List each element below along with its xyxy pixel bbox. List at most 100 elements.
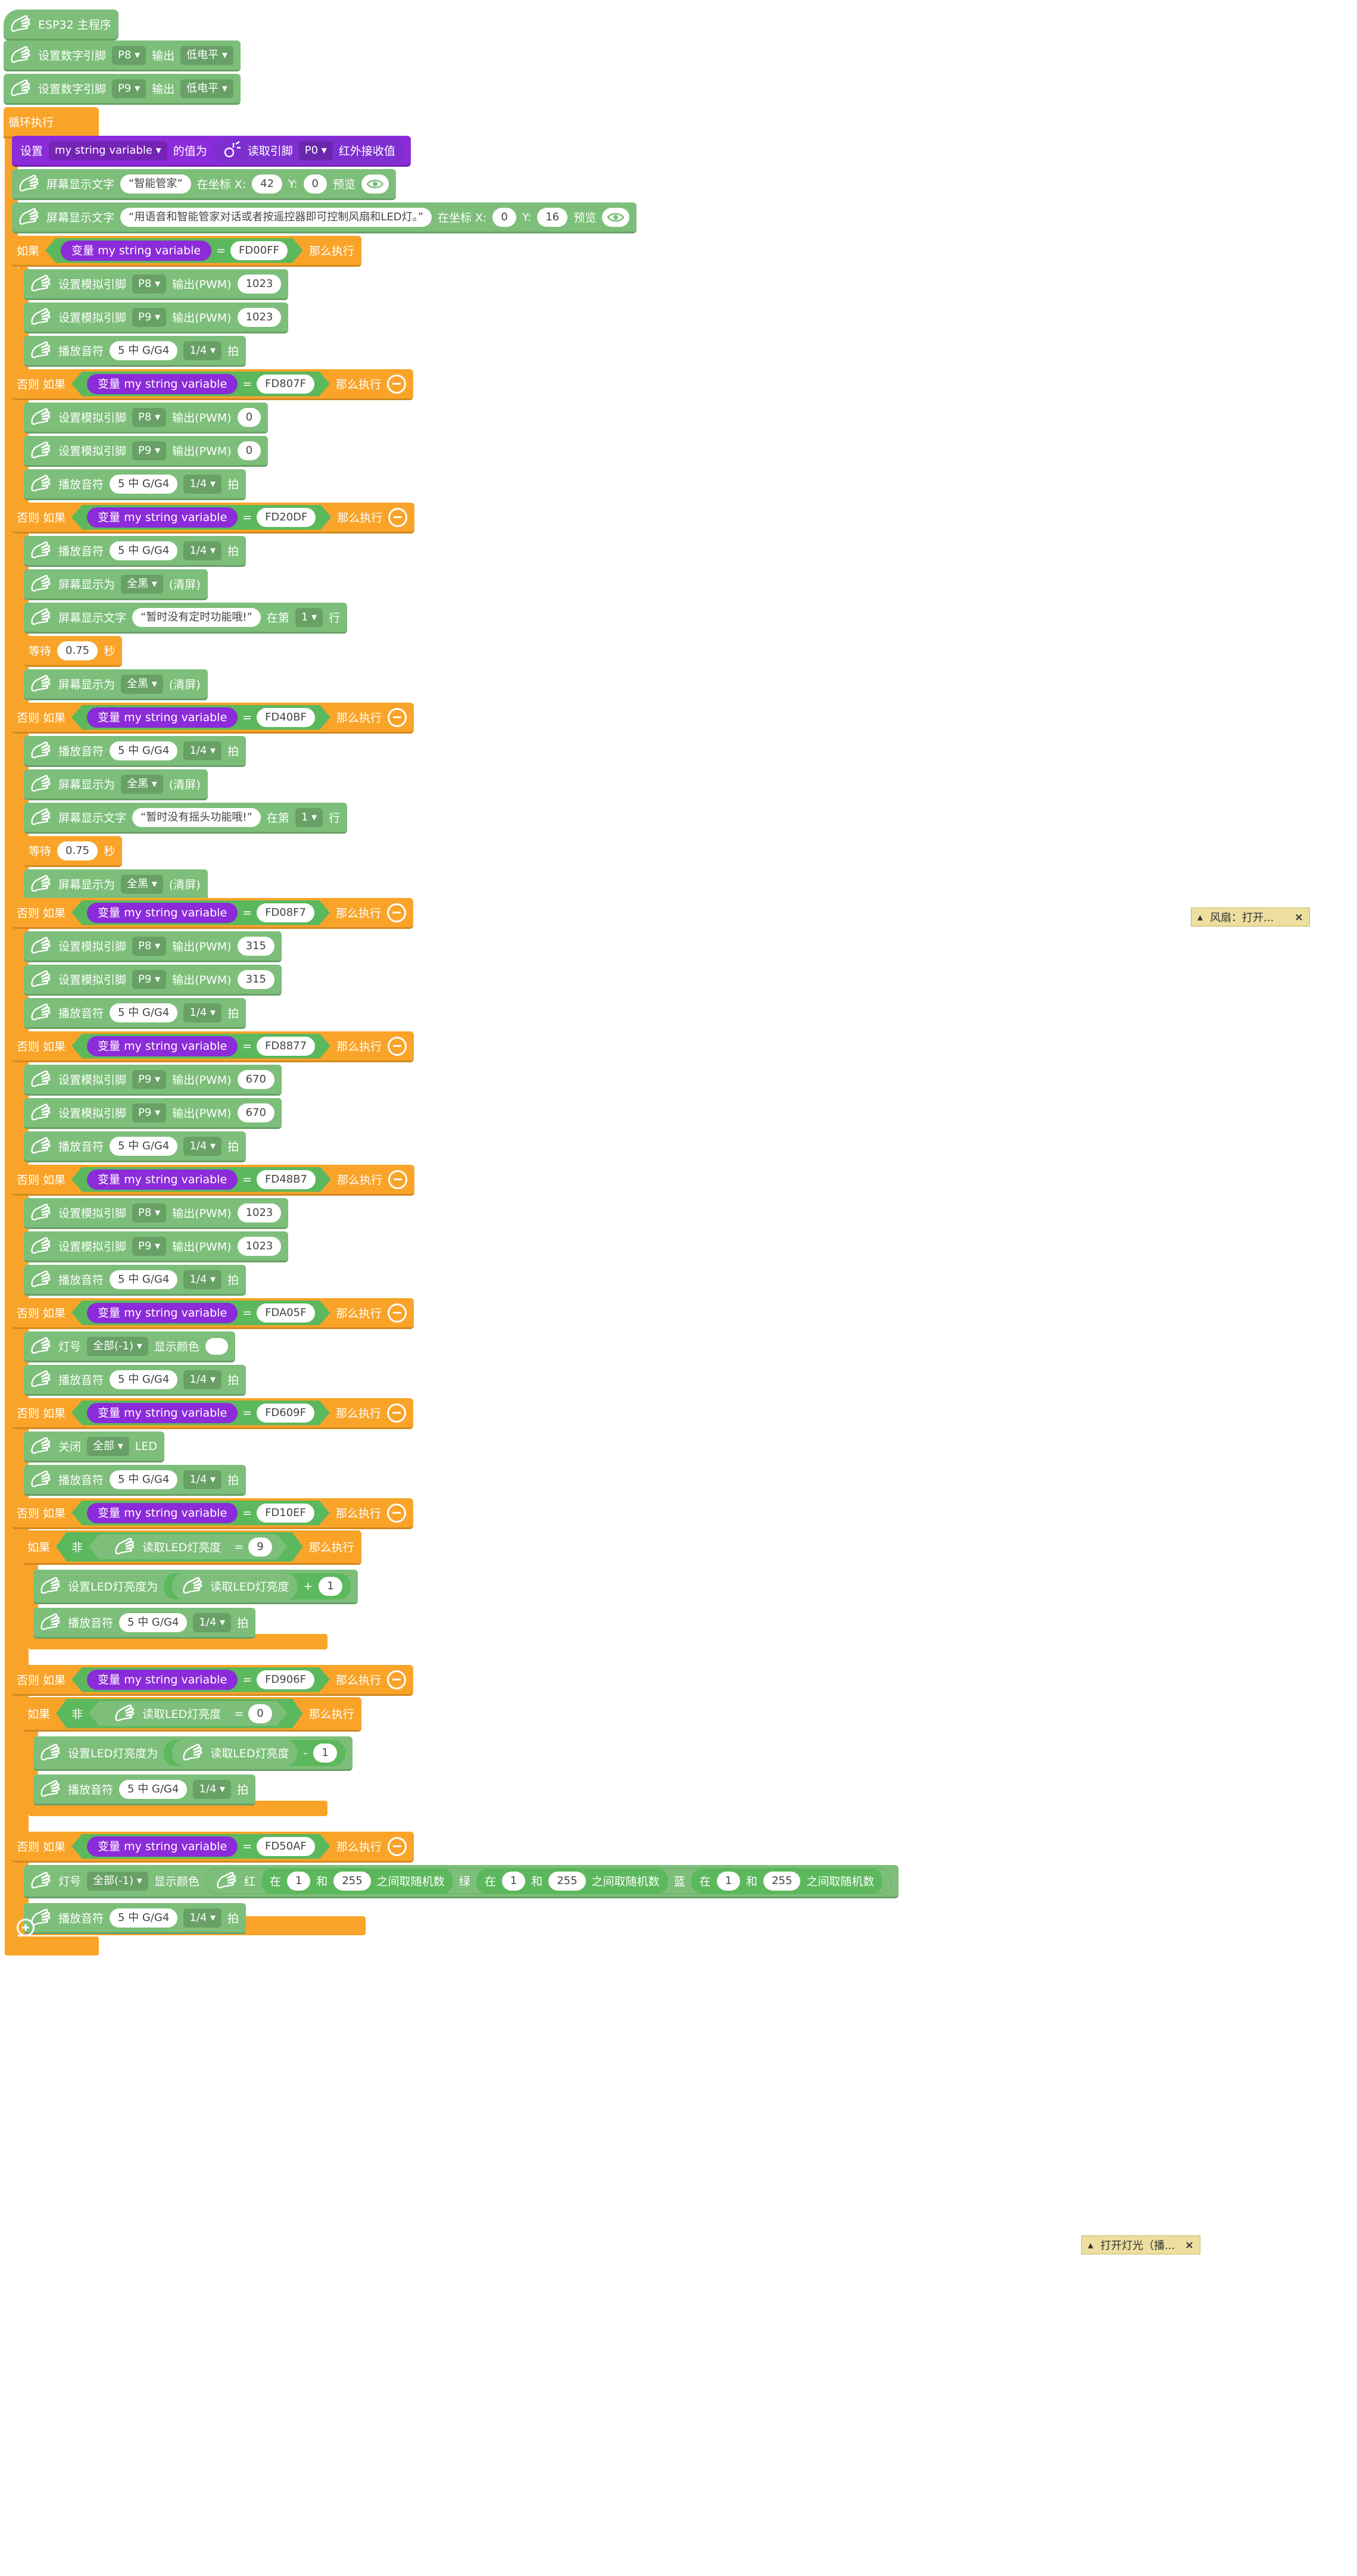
beat-dropdown[interactable]: 1/4 ▾ — [183, 541, 222, 560]
minus-circle-icon[interactable] — [387, 374, 407, 394]
equals-condition[interactable]: 变量 my string variable = FD48B7 — [71, 1167, 331, 1192]
note-input[interactable]: 5 中 G/G4 — [110, 1370, 178, 1389]
note-input[interactable]: 5 中 G/G4 — [110, 474, 178, 494]
variable-reporter[interactable]: 变量 my string variable — [87, 1036, 238, 1056]
value-input[interactable]: FD08F7 — [257, 903, 314, 922]
pin-dropdown[interactable]: P9 ▾ — [132, 1069, 167, 1089]
equals-condition[interactable]: 变量 my string variable = FD10EF — [71, 1501, 330, 1526]
x-input[interactable]: 42 — [252, 174, 283, 194]
random-blue-reporter[interactable]: 在 1 和 255 之间取随机数 — [691, 1867, 883, 1894]
value-input[interactable]: 0 — [248, 1704, 272, 1723]
screen-clear-block[interactable]: 屏幕显示为 全黑 ▾ (清屏) — [24, 869, 208, 900]
note-input[interactable]: 5 中 G/G4 — [110, 341, 178, 360]
else-if-block[interactable]: 否则 如果 变量 my string variable = FDA05F 那么执… — [12, 1298, 414, 1329]
max-input[interactable]: 255 — [763, 1871, 801, 1891]
read-led-brightness-reporter[interactable]: 读取LED灯亮度 — [172, 1573, 298, 1599]
note-input[interactable]: 5 中 G/G4 — [110, 741, 178, 760]
eye-icon[interactable] — [602, 207, 630, 227]
pin-dropdown[interactable]: P9 ▾ — [132, 307, 167, 327]
minus-circle-icon[interactable] — [387, 1303, 407, 1323]
equals-condition[interactable]: 读取LED灯亮度 = 0 — [89, 1701, 288, 1726]
equals-condition[interactable]: 变量 my string variable = FD50AF — [71, 1834, 330, 1859]
play-note-block[interactable]: 播放音符 5 中 G/G4 1/4 ▾ 拍 — [24, 1465, 247, 1496]
else-if-block[interactable]: 否则 如果 变量 my string variable = FD8877 那么执… — [12, 1031, 414, 1062]
x-input[interactable]: 0 — [492, 207, 516, 227]
add-operator[interactable]: 读取LED灯亮度 + 1 — [164, 1573, 351, 1599]
pwm-input[interactable]: 315 — [237, 936, 274, 956]
play-note-block[interactable]: 播放音符 5 中 G/G4 1/4 ▾ 拍 — [24, 336, 247, 367]
level-dropdown[interactable]: 低电平 ▾ — [180, 79, 233, 98]
value-input[interactable]: FDA05F — [257, 1303, 314, 1323]
note-input[interactable]: 5 中 G/G4 — [110, 541, 178, 560]
play-note-block[interactable]: 播放音符 5 中 G/G4 1/4 ▾ 拍 — [24, 1265, 247, 1296]
wait-block[interactable]: 等待 0.75 秒 — [24, 636, 123, 667]
else-if-block[interactable]: 否则 如果 变量 my string variable = FD50AF 那么执… — [12, 1832, 414, 1863]
note-input[interactable]: 5 中 G/G4 — [110, 1470, 178, 1489]
y-input[interactable]: 16 — [537, 207, 568, 227]
comment-bubble[interactable]: ▴ 风扇：打开... × — [1191, 907, 1310, 927]
pin-dropdown[interactable]: P8 ▾ — [132, 407, 167, 427]
else-if-block[interactable]: 否则 如果 变量 my string variable = FD906F 那么执… — [12, 1665, 414, 1696]
pwm-input[interactable]: 1023 — [237, 274, 282, 294]
pin-dropdown[interactable]: P9 ▾ — [132, 441, 167, 460]
value-input[interactable]: FD807F — [257, 375, 314, 394]
read-ir-reporter[interactable]: 读取引脚 P0 ▾ 红外接收值 — [213, 137, 404, 164]
equals-condition[interactable]: 变量 my string variable = FD906F — [71, 1667, 330, 1692]
minus-circle-icon[interactable] — [388, 507, 408, 527]
play-note-block[interactable]: 播放音符 5 中 G/G4 1/4 ▾ 拍 — [24, 469, 247, 500]
variable-reporter[interactable]: 变量 my string variable — [87, 1403, 238, 1423]
play-note-block[interactable]: 播放音符 5 中 G/G4 1/4 ▾ 拍 — [33, 1774, 256, 1805]
rgb-color-reporter[interactable]: 红 在 1 和 255 之间取随机数 绿 在 1 和 255 之间取随机数 蓝 在 1 和 255 之间… — [205, 1867, 892, 1894]
variable-reporter[interactable]: 变量 my string variable — [87, 1670, 238, 1690]
max-input[interactable]: 255 — [333, 1871, 371, 1891]
not-condition[interactable]: 非 读取LED灯亮度 = 0 — [56, 1699, 303, 1729]
minus-circle-icon[interactable] — [387, 707, 407, 727]
read-led-brightness-reporter[interactable]: 读取LED灯亮度 — [104, 1701, 229, 1727]
set-analog-pin-block[interactable]: 设置模拟引脚 P8 ▾ 输出(PWM) 0 — [24, 403, 269, 434]
seconds-input[interactable]: 0.75 — [57, 641, 98, 660]
beat-dropdown[interactable]: 1/4 ▾ — [183, 1370, 222, 1389]
minus-circle-icon[interactable] — [388, 1170, 407, 1189]
chevron-up-icon[interactable]: ▴ — [1197, 910, 1203, 924]
comment-bubble[interactable]: ▴ 打开灯光（播... × — [1081, 2235, 1200, 2254]
y-input[interactable]: 0 — [303, 174, 327, 194]
if-block[interactable]: 如果 变量 my string variable = FD00FF 那么执行 — [12, 236, 361, 267]
fill-dropdown[interactable]: 全黑 ▾ — [121, 674, 163, 694]
beat-dropdown[interactable]: 1/4 ▾ — [183, 1270, 222, 1289]
screen-text-block[interactable]: 屏幕显示文字 “用语音和智能管家对话或者按遥控器即可控制风扇和LED灯。” 在坐… — [12, 202, 637, 233]
minus-circle-icon[interactable] — [388, 1036, 407, 1056]
value-input[interactable]: 9 — [248, 1538, 272, 1557]
value-input[interactable]: 1 — [313, 1743, 337, 1763]
set-analog-pin-block[interactable]: 设置模拟引脚 P9 ▾ 输出(PWM) 0 — [24, 436, 269, 467]
beat-dropdown[interactable]: 1/4 ▾ — [183, 1136, 222, 1156]
else-if-block[interactable]: 否则 如果 变量 my string variable = FD40BF 那么执… — [12, 703, 414, 734]
equals-condition[interactable]: 变量 my string variable = FD08F7 — [71, 900, 330, 925]
equals-condition[interactable]: 变量 my string variable = FD40BF — [71, 705, 330, 730]
pin-dropdown[interactable]: P9 ▾ — [132, 1236, 167, 1256]
set-analog-pin-block[interactable]: 设置模拟引脚 P9 ▾ 输出(PWM) 670 — [24, 1065, 282, 1096]
value-input[interactable]: FD00FF — [230, 241, 288, 260]
subtract-operator[interactable]: 读取LED灯亮度 - 1 — [164, 1739, 345, 1766]
led-dropdown[interactable]: 全部 ▾ — [87, 1436, 129, 1456]
close-icon[interactable]: × — [1294, 910, 1303, 924]
random-red-reporter[interactable]: 在 1 和 255 之间取随机数 — [261, 1867, 453, 1894]
fill-dropdown[interactable]: 全黑 ▾ — [121, 574, 163, 594]
beat-dropdown[interactable]: 1/4 ▾ — [193, 1613, 232, 1632]
set-analog-pin-block[interactable]: 设置模拟引脚 P9 ▾ 输出(PWM) 315 — [24, 965, 282, 996]
equals-condition[interactable]: 变量 my string variable = FDA05F — [71, 1301, 330, 1326]
value-input[interactable]: FD50AF — [257, 1837, 315, 1856]
variable-reporter[interactable]: 变量 my string variable — [87, 903, 238, 923]
pwm-input[interactable]: 1023 — [237, 307, 282, 327]
level-dropdown[interactable]: 低电平 ▾ — [180, 45, 233, 65]
close-icon[interactable]: × — [1184, 2238, 1194, 2251]
pin-dropdown[interactable]: P8 ▾ — [132, 936, 167, 956]
color-swatch[interactable] — [205, 1337, 228, 1355]
beat-dropdown[interactable]: 1/4 ▾ — [183, 1003, 222, 1022]
led-dropdown[interactable]: 全部(-1) ▾ — [87, 1336, 148, 1356]
variable-reporter[interactable]: 变量 my string variable — [87, 707, 238, 728]
pwm-input[interactable]: 1023 — [237, 1236, 282, 1256]
variable-reporter[interactable]: 变量 my string variable — [87, 507, 238, 528]
minus-circle-icon[interactable] — [387, 1670, 407, 1689]
pwm-input[interactable]: 670 — [237, 1103, 274, 1122]
note-input[interactable]: 5 中 G/G4 — [110, 1908, 178, 1928]
